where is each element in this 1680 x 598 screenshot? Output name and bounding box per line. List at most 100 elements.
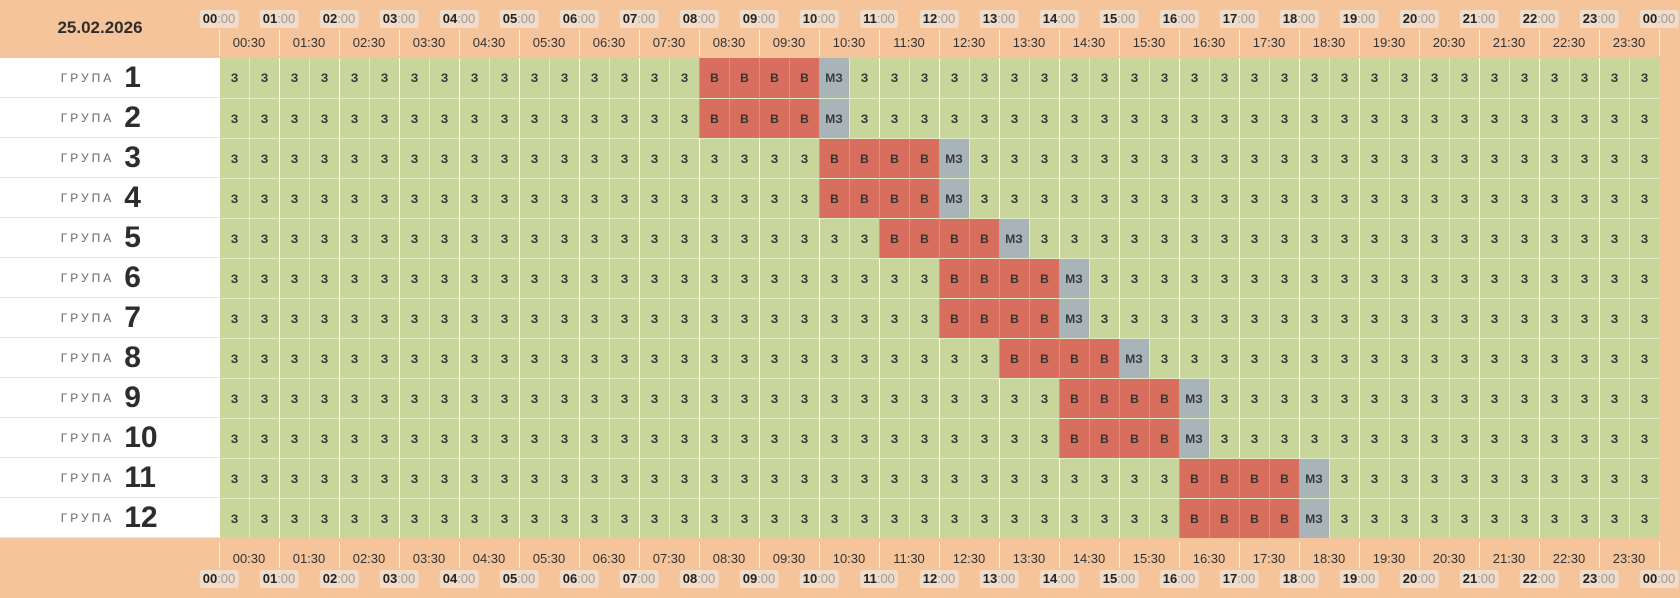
cell-power-on: З	[1239, 178, 1269, 218]
cell-power-off: В	[969, 298, 999, 338]
half-hour-label-bottom: 01:30	[292, 551, 326, 566]
cell-power-off: В	[1029, 298, 1059, 338]
cell-possible-off: МЗ	[1059, 298, 1089, 338]
group-number: 4	[124, 180, 141, 214]
hour-label: 15:00	[1099, 10, 1139, 28]
cell-power-on: З	[249, 218, 279, 258]
cell-power-on: З	[1149, 58, 1179, 98]
cell-power-on: З	[1569, 138, 1599, 178]
cell-power-on: З	[699, 498, 729, 538]
cell-power-on: З	[249, 98, 279, 138]
cell-power-on: З	[1419, 58, 1449, 98]
cell-power-off: В	[999, 298, 1029, 338]
cell-power-on: З	[1539, 418, 1569, 458]
cell-power-on: З	[309, 98, 339, 138]
cell-power-on: З	[549, 378, 579, 418]
hour-tick	[699, 30, 700, 56]
hour-label-bottom: 05:00	[499, 570, 539, 588]
hour-label-minutes: :00	[1417, 11, 1436, 26]
cell-possible-off: МЗ	[1299, 498, 1329, 538]
cell-power-on: З	[1359, 458, 1389, 498]
hour-label-hours: 17	[1222, 11, 1238, 26]
hour-tick	[339, 542, 340, 568]
cell-power-on: З	[639, 298, 669, 338]
cell-power-on: З	[909, 498, 939, 538]
half-hour-label-bottom: 12:30	[952, 551, 986, 566]
hour-tick	[579, 542, 580, 568]
cell-power-on: З	[519, 418, 549, 458]
cell-power-on: З	[909, 98, 939, 138]
cell-power-on: З	[1299, 178, 1329, 218]
cell-power-on: З	[369, 338, 399, 378]
hour-label-minutes: :00	[1177, 571, 1196, 586]
cell-power-on: З	[1059, 58, 1089, 98]
cell-power-on: З	[309, 58, 339, 98]
cell-power-on: З	[969, 378, 999, 418]
hour-label-hours: 05	[502, 571, 518, 586]
cell-power-on: З	[1089, 498, 1119, 538]
half-hour-label: 04:30	[472, 35, 506, 50]
cell-power-off: В	[999, 338, 1029, 378]
cell-power-on: З	[609, 378, 639, 418]
group-label-8: ГРУПА 8	[0, 338, 219, 378]
group-label-10: ГРУПА 10	[0, 418, 219, 458]
cell-power-on: З	[1449, 58, 1479, 98]
cell-power-on: З	[1269, 418, 1299, 458]
cell-power-on: З	[399, 418, 429, 458]
cell-power-on: З	[1299, 218, 1329, 258]
hour-label-minutes: :00	[1597, 11, 1616, 26]
hour-label-minutes: :00	[337, 571, 356, 586]
group-label-6: ГРУПА 6	[0, 258, 219, 298]
cell-power-on: З	[789, 498, 819, 538]
half-hour-label: 17:30	[1252, 35, 1286, 50]
hour-label-hours: 02	[322, 11, 338, 26]
hour-tick	[999, 30, 1000, 56]
cell-power-on: З	[279, 98, 309, 138]
cell-power-on: З	[579, 418, 609, 458]
cell-power-on: З	[759, 498, 789, 538]
hour-label-bottom: 21:00	[1459, 570, 1499, 588]
cell-power-on: З	[609, 338, 639, 378]
half-hour-label-bottom: 08:30	[712, 551, 746, 566]
group-number: 3	[124, 140, 141, 174]
cell-power-off: В	[1029, 338, 1059, 378]
cell-power-on: З	[1299, 418, 1329, 458]
cell-power-on: З	[369, 258, 399, 298]
cell-power-on: З	[1569, 98, 1599, 138]
hour-tick	[1239, 542, 1240, 568]
cell-power-on: З	[309, 298, 339, 338]
hour-label-minutes: :00	[1177, 11, 1196, 26]
half-hour-label-bottom: 11:30	[893, 551, 925, 566]
hour-label-minutes: :00	[1297, 11, 1316, 26]
hour-label-hours: 21	[1462, 11, 1478, 26]
cell-power-on: З	[1629, 98, 1659, 138]
hour-tick	[399, 542, 400, 568]
hour-label-minutes: :00	[337, 11, 356, 26]
cell-power-on: З	[999, 498, 1029, 538]
cell-power-on: З	[249, 258, 279, 298]
cell-power-on: З	[699, 178, 729, 218]
cell-power-on: З	[1419, 378, 1449, 418]
cell-power-on: З	[759, 138, 789, 178]
cell-power-on: З	[279, 138, 309, 178]
cell-power-off: В	[789, 58, 819, 98]
hour-label-bottom: 19:00	[1339, 570, 1379, 588]
hour-label-hours: 08	[682, 571, 698, 586]
cell-power-off: В	[939, 218, 969, 258]
cell-power-on: З	[249, 498, 279, 538]
cell-power-on: З	[1089, 58, 1119, 98]
hour-tick	[1119, 542, 1120, 568]
hour-label-hours: 04	[442, 11, 458, 26]
cell-power-on: З	[819, 298, 849, 338]
hour-label-bottom: 23:00	[1579, 570, 1619, 588]
cell-power-off: В	[1239, 498, 1269, 538]
hour-label-bottom: 17:00	[1219, 570, 1259, 588]
cell-power-off: В	[1179, 498, 1209, 538]
hour-tick	[219, 30, 220, 56]
hour-label-hours: 22	[1522, 11, 1538, 26]
cell-power-on: З	[1269, 298, 1299, 338]
cell-power-on: З	[1419, 138, 1449, 178]
cell-power-on: З	[519, 58, 549, 98]
cell-power-on: З	[369, 58, 399, 98]
hour-label-hours: 09	[742, 11, 758, 26]
